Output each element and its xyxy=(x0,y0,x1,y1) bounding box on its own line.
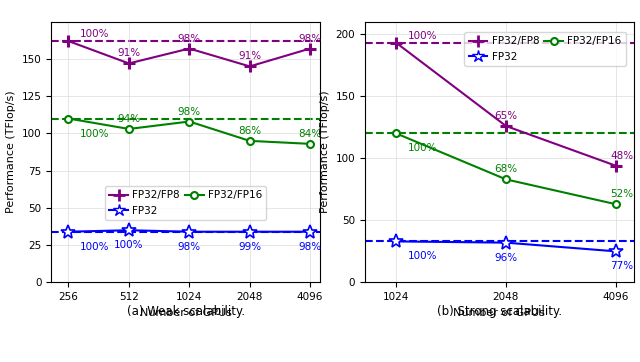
Text: 100%: 100% xyxy=(79,29,109,39)
X-axis label: Number of GPUs: Number of GPUs xyxy=(140,308,232,317)
X-axis label: Number of GPUs: Number of GPUs xyxy=(453,308,545,317)
Text: 98%: 98% xyxy=(178,242,201,252)
Text: 100%: 100% xyxy=(407,252,437,261)
Text: 94%: 94% xyxy=(117,114,140,124)
Text: 100%: 100% xyxy=(79,129,109,139)
Text: 68%: 68% xyxy=(494,164,518,174)
Text: 84%: 84% xyxy=(299,129,322,139)
Legend: FP32/FP8, FP32, FP32/FP16: FP32/FP8, FP32, FP32/FP16 xyxy=(465,32,626,66)
Text: 98%: 98% xyxy=(178,106,201,117)
Y-axis label: Performance (TFlop/s): Performance (TFlop/s) xyxy=(320,91,330,213)
Text: 91%: 91% xyxy=(117,49,140,59)
Text: 100%: 100% xyxy=(114,240,143,250)
Text: 65%: 65% xyxy=(494,111,518,121)
Text: (a) Weak scalability.: (a) Weak scalability. xyxy=(127,305,244,318)
Text: 96%: 96% xyxy=(494,253,518,263)
Text: 100%: 100% xyxy=(407,31,437,41)
Legend: FP32/FP8, FP32, FP32/FP16: FP32/FP8, FP32, FP32/FP16 xyxy=(105,186,266,220)
Text: 91%: 91% xyxy=(238,51,261,62)
Text: 86%: 86% xyxy=(238,126,261,136)
Y-axis label: Performance (TFlop/s): Performance (TFlop/s) xyxy=(6,91,16,213)
Text: 100%: 100% xyxy=(407,143,437,153)
Text: 52%: 52% xyxy=(610,189,633,199)
Text: 98%: 98% xyxy=(299,34,322,43)
Text: 77%: 77% xyxy=(610,261,633,272)
Text: 98%: 98% xyxy=(299,242,322,252)
Text: 98%: 98% xyxy=(178,34,201,43)
Text: (b) Strong scalability.: (b) Strong scalability. xyxy=(436,305,562,318)
Text: 99%: 99% xyxy=(238,242,261,252)
Text: 100%: 100% xyxy=(79,242,109,252)
Text: 48%: 48% xyxy=(610,151,633,161)
